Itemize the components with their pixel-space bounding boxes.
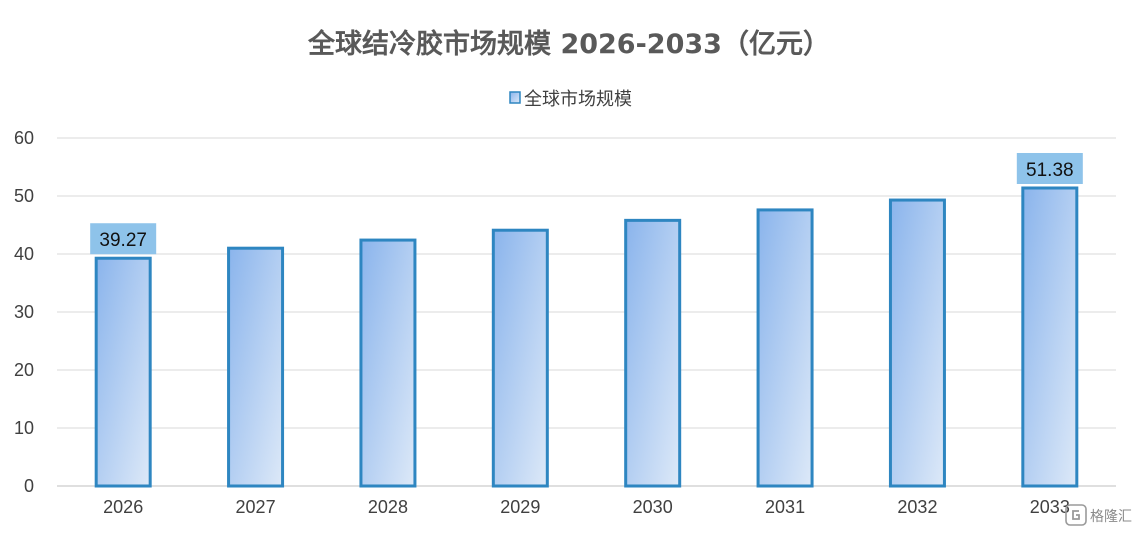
data-label-box (90, 223, 157, 255)
bars (94, 186, 1079, 488)
y-axis: 0 10 20 30 40 50 60 (14, 128, 34, 496)
data-label: 39.27 (99, 230, 147, 251)
x-tick-label: 2027 (236, 497, 276, 517)
y-tick-label: 60 (14, 128, 34, 148)
y-tick-label: 30 (14, 302, 34, 322)
data-label: 51.38 (1026, 160, 1074, 181)
legend-swatch (509, 91, 521, 104)
y-tick-label: 50 (14, 186, 34, 206)
watermark-text: 格隆汇 (1090, 509, 1132, 525)
x-tick-label: 2028 (368, 497, 408, 517)
bar (94, 256, 152, 488)
bar (624, 218, 682, 488)
bar (491, 228, 549, 488)
x-tick-label: 2031 (765, 497, 805, 517)
x-tick-label: 2032 (897, 497, 937, 517)
y-tick-label: 10 (14, 418, 34, 438)
gelonghui-logo-icon (1065, 504, 1087, 526)
x-tick-label: 2033 (1030, 497, 1070, 517)
legend: 全球市场规模 (509, 89, 632, 110)
y-tick-label: 20 (14, 360, 34, 380)
x-tick-label: 2030 (633, 497, 673, 517)
x-tick-label: 2029 (500, 497, 540, 517)
y-tick-label: 40 (14, 244, 34, 264)
x-tick-label: 2026 (103, 497, 143, 517)
bar (756, 208, 814, 488)
bar (888, 198, 946, 488)
data-labels: 39.27 51.38 (90, 152, 1083, 255)
data-label-box (1016, 152, 1083, 184)
legend-label: 全球市场规模 (524, 89, 632, 110)
watermark: 格隆汇 (1065, 504, 1132, 526)
gridlines (57, 137, 1116, 487)
x-axis: 2026 2027 2028 2029 2030 2031 2032 2033 (103, 497, 1070, 517)
bar (359, 238, 417, 488)
chart-title: 全球结冷胶市场规模 2026-2033（亿元） (307, 28, 830, 60)
bar (1021, 186, 1079, 488)
bar (227, 246, 285, 488)
y-tick-label: 0 (24, 476, 34, 496)
